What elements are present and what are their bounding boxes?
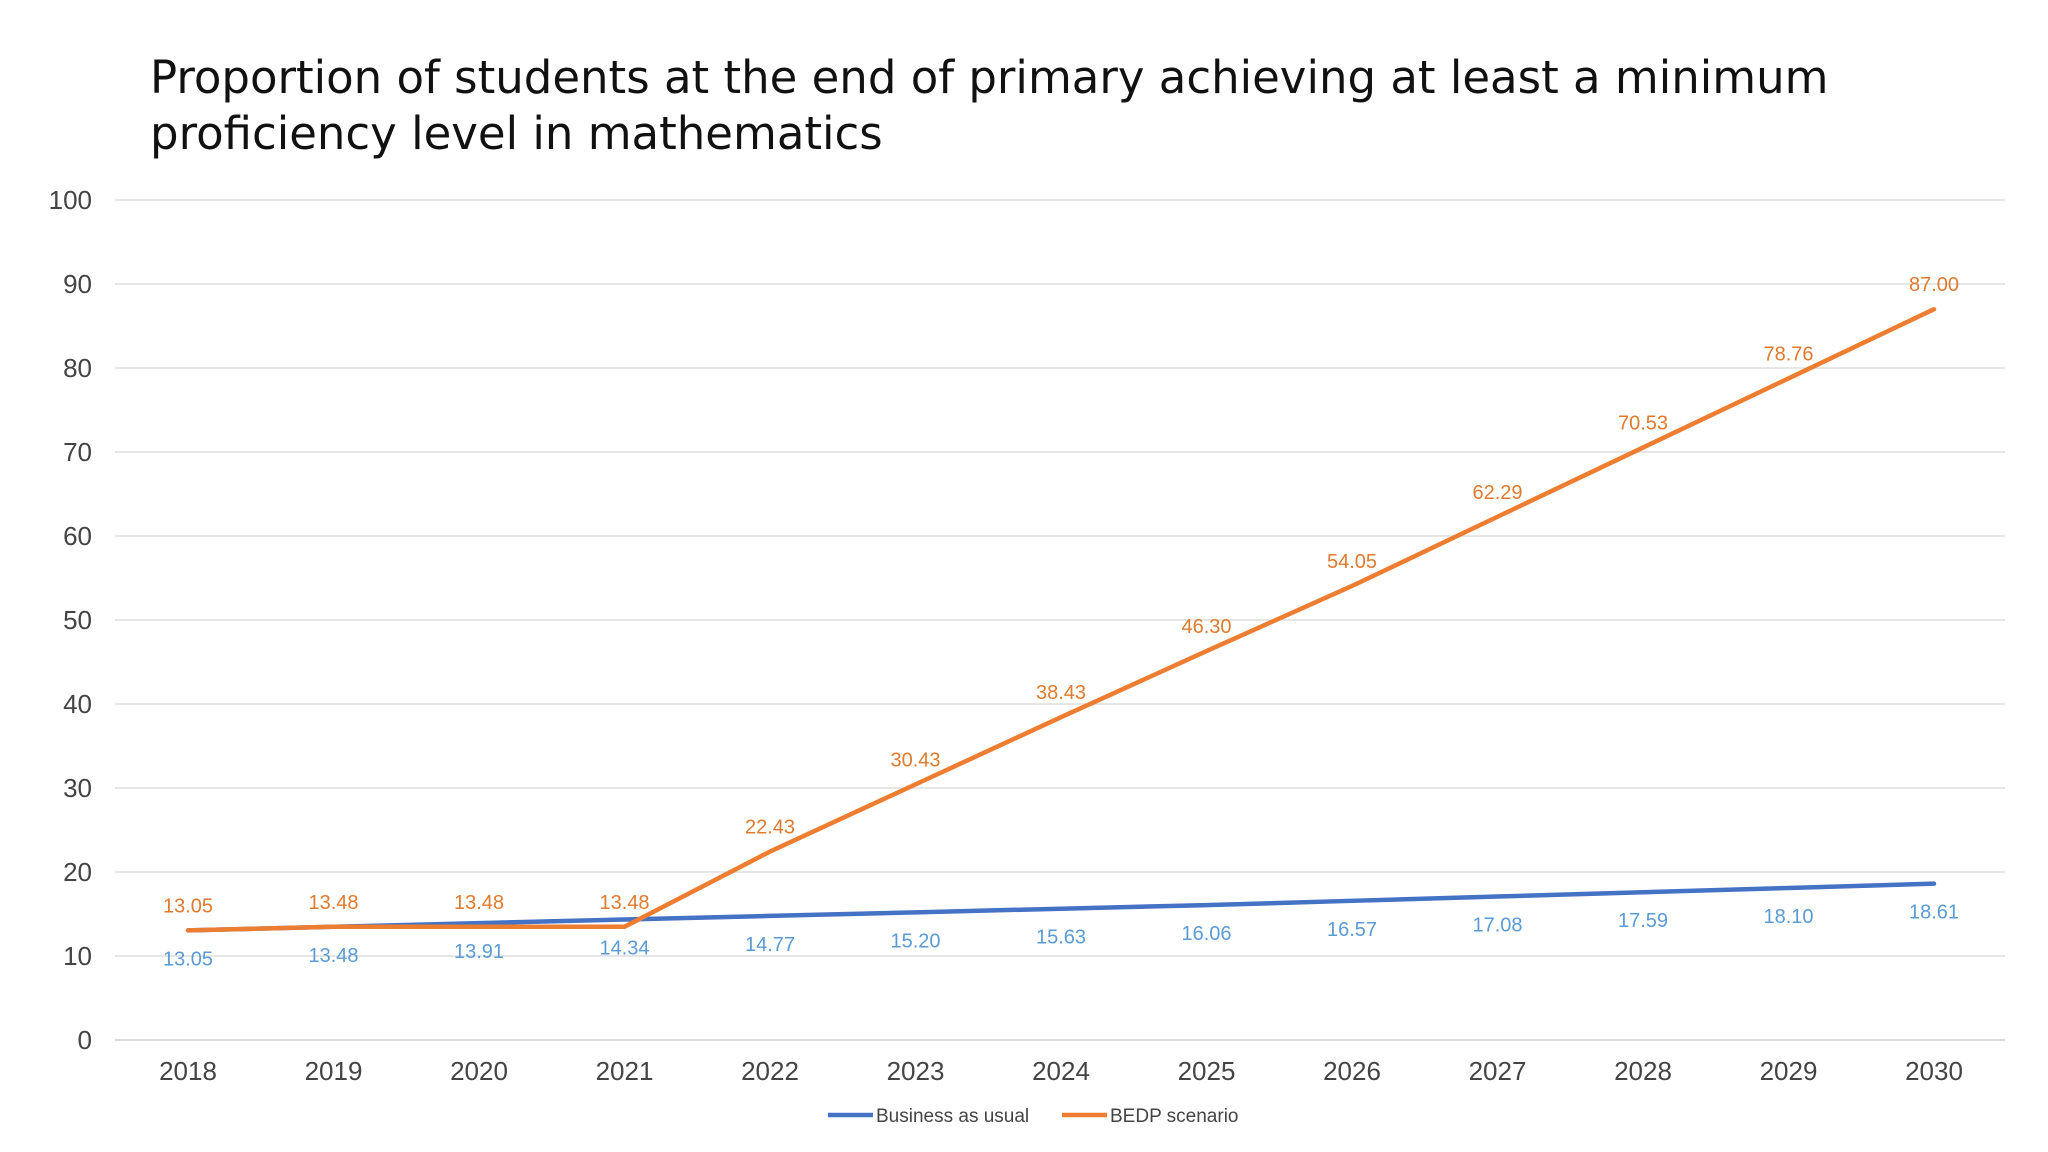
series-line-0	[185, 881, 1937, 933]
data-label-business-as-usual: 13.05	[163, 948, 213, 970]
data-label-business-as-usual: 17.08	[1472, 915, 1522, 937]
data-label-bedp-scenario: 78.76	[1763, 343, 1813, 365]
data-label-bedp-scenario: 30.43	[890, 749, 940, 771]
chart-title-line-2: proficiency level in mathematics	[150, 107, 883, 160]
x-tick-label: 2019	[305, 1056, 363, 1086]
y-tick-label: 100	[49, 185, 92, 215]
data-label-business-as-usual: 16.57	[1327, 919, 1377, 941]
legend-label-1: BEDP scenario	[1110, 1106, 1239, 1127]
data-label-bedp-scenario: 13.05	[163, 895, 213, 917]
y-tick-label: 50	[63, 605, 92, 635]
y-tick-label: 10	[63, 941, 92, 971]
y-tick-label: 70	[63, 437, 92, 467]
data-label-business-as-usual: 13.91	[454, 941, 504, 963]
y-tick-label: 80	[63, 353, 92, 383]
data-label-business-as-usual: 18.10	[1763, 906, 1813, 928]
x-tick-label: 2024	[1032, 1056, 1090, 1086]
data-label-business-as-usual: 13.48	[308, 945, 358, 967]
data-label-bedp-scenario: 62.29	[1472, 482, 1522, 504]
data-label-bedp-scenario: 46.30	[1181, 616, 1231, 638]
data-label-bedp-scenario: 54.05	[1327, 551, 1377, 573]
x-tick-label: 2025	[1178, 1056, 1236, 1086]
y-axis-ticks: 0 10 20 30 40 50 60 70 80 90 100	[49, 185, 92, 1055]
x-tick-label: 2020	[450, 1056, 508, 1086]
y-tick-label: 0	[78, 1025, 92, 1055]
data-label-bedp-scenario: 13.48	[308, 892, 358, 914]
data-label-business-as-usual: 14.34	[599, 938, 649, 960]
data-labels: 13.05 13.48 13.91 14.34 14.77 15.20 15.63 16.06…	[163, 274, 1959, 970]
x-tick-label: 2027	[1469, 1056, 1527, 1086]
data-label-business-as-usual: 16.06	[1181, 923, 1231, 945]
x-tick-label: 2021	[596, 1056, 654, 1086]
data-label-business-as-usual: 17.59	[1618, 910, 1668, 932]
data-label-business-as-usual: 15.20	[890, 930, 940, 952]
y-tick-label: 40	[63, 689, 92, 719]
legend-label-0: Business as usual	[876, 1106, 1029, 1127]
chart-title-line-1: Proportion of students at the end of pri…	[150, 51, 1829, 104]
data-label-bedp-scenario: 70.53	[1618, 413, 1668, 435]
x-tick-label: 2028	[1614, 1056, 1672, 1086]
legend: Business as usual BEDP scenario	[828, 1106, 1239, 1127]
data-label-bedp-scenario: 22.43	[745, 817, 795, 839]
x-tick-label: 2026	[1323, 1056, 1381, 1086]
chart-title: Proportion of students at the end of pri…	[150, 50, 1950, 162]
y-tick-label: 30	[63, 773, 92, 803]
x-axis-ticks: 2018 2019 2020 2021 2022 2023 2024 2025 2026 2027…	[159, 1056, 1963, 1086]
x-tick-label: 2023	[887, 1056, 945, 1086]
x-tick-label: 2018	[159, 1056, 217, 1086]
data-label-business-as-usual: 15.63	[1036, 927, 1086, 949]
x-tick-label: 2029	[1760, 1056, 1818, 1086]
x-tick-label: 2022	[741, 1056, 799, 1086]
gridlines	[115, 199, 2005, 1041]
series-lines	[185, 306, 1937, 933]
y-tick-label: 60	[63, 521, 92, 551]
data-label-bedp-scenario: 13.48	[599, 892, 649, 914]
data-label-bedp-scenario: 38.43	[1036, 682, 1086, 704]
data-label-business-as-usual: 14.77	[745, 934, 795, 956]
data-label-business-as-usual: 18.61	[1909, 902, 1959, 924]
data-label-bedp-scenario: 13.48	[454, 892, 504, 914]
series-line-1	[185, 306, 1937, 933]
data-label-bedp-scenario: 87.00	[1909, 274, 1959, 296]
x-tick-label: 2030	[1905, 1056, 1963, 1086]
y-tick-label: 90	[63, 269, 92, 299]
y-tick-label: 20	[63, 857, 92, 887]
